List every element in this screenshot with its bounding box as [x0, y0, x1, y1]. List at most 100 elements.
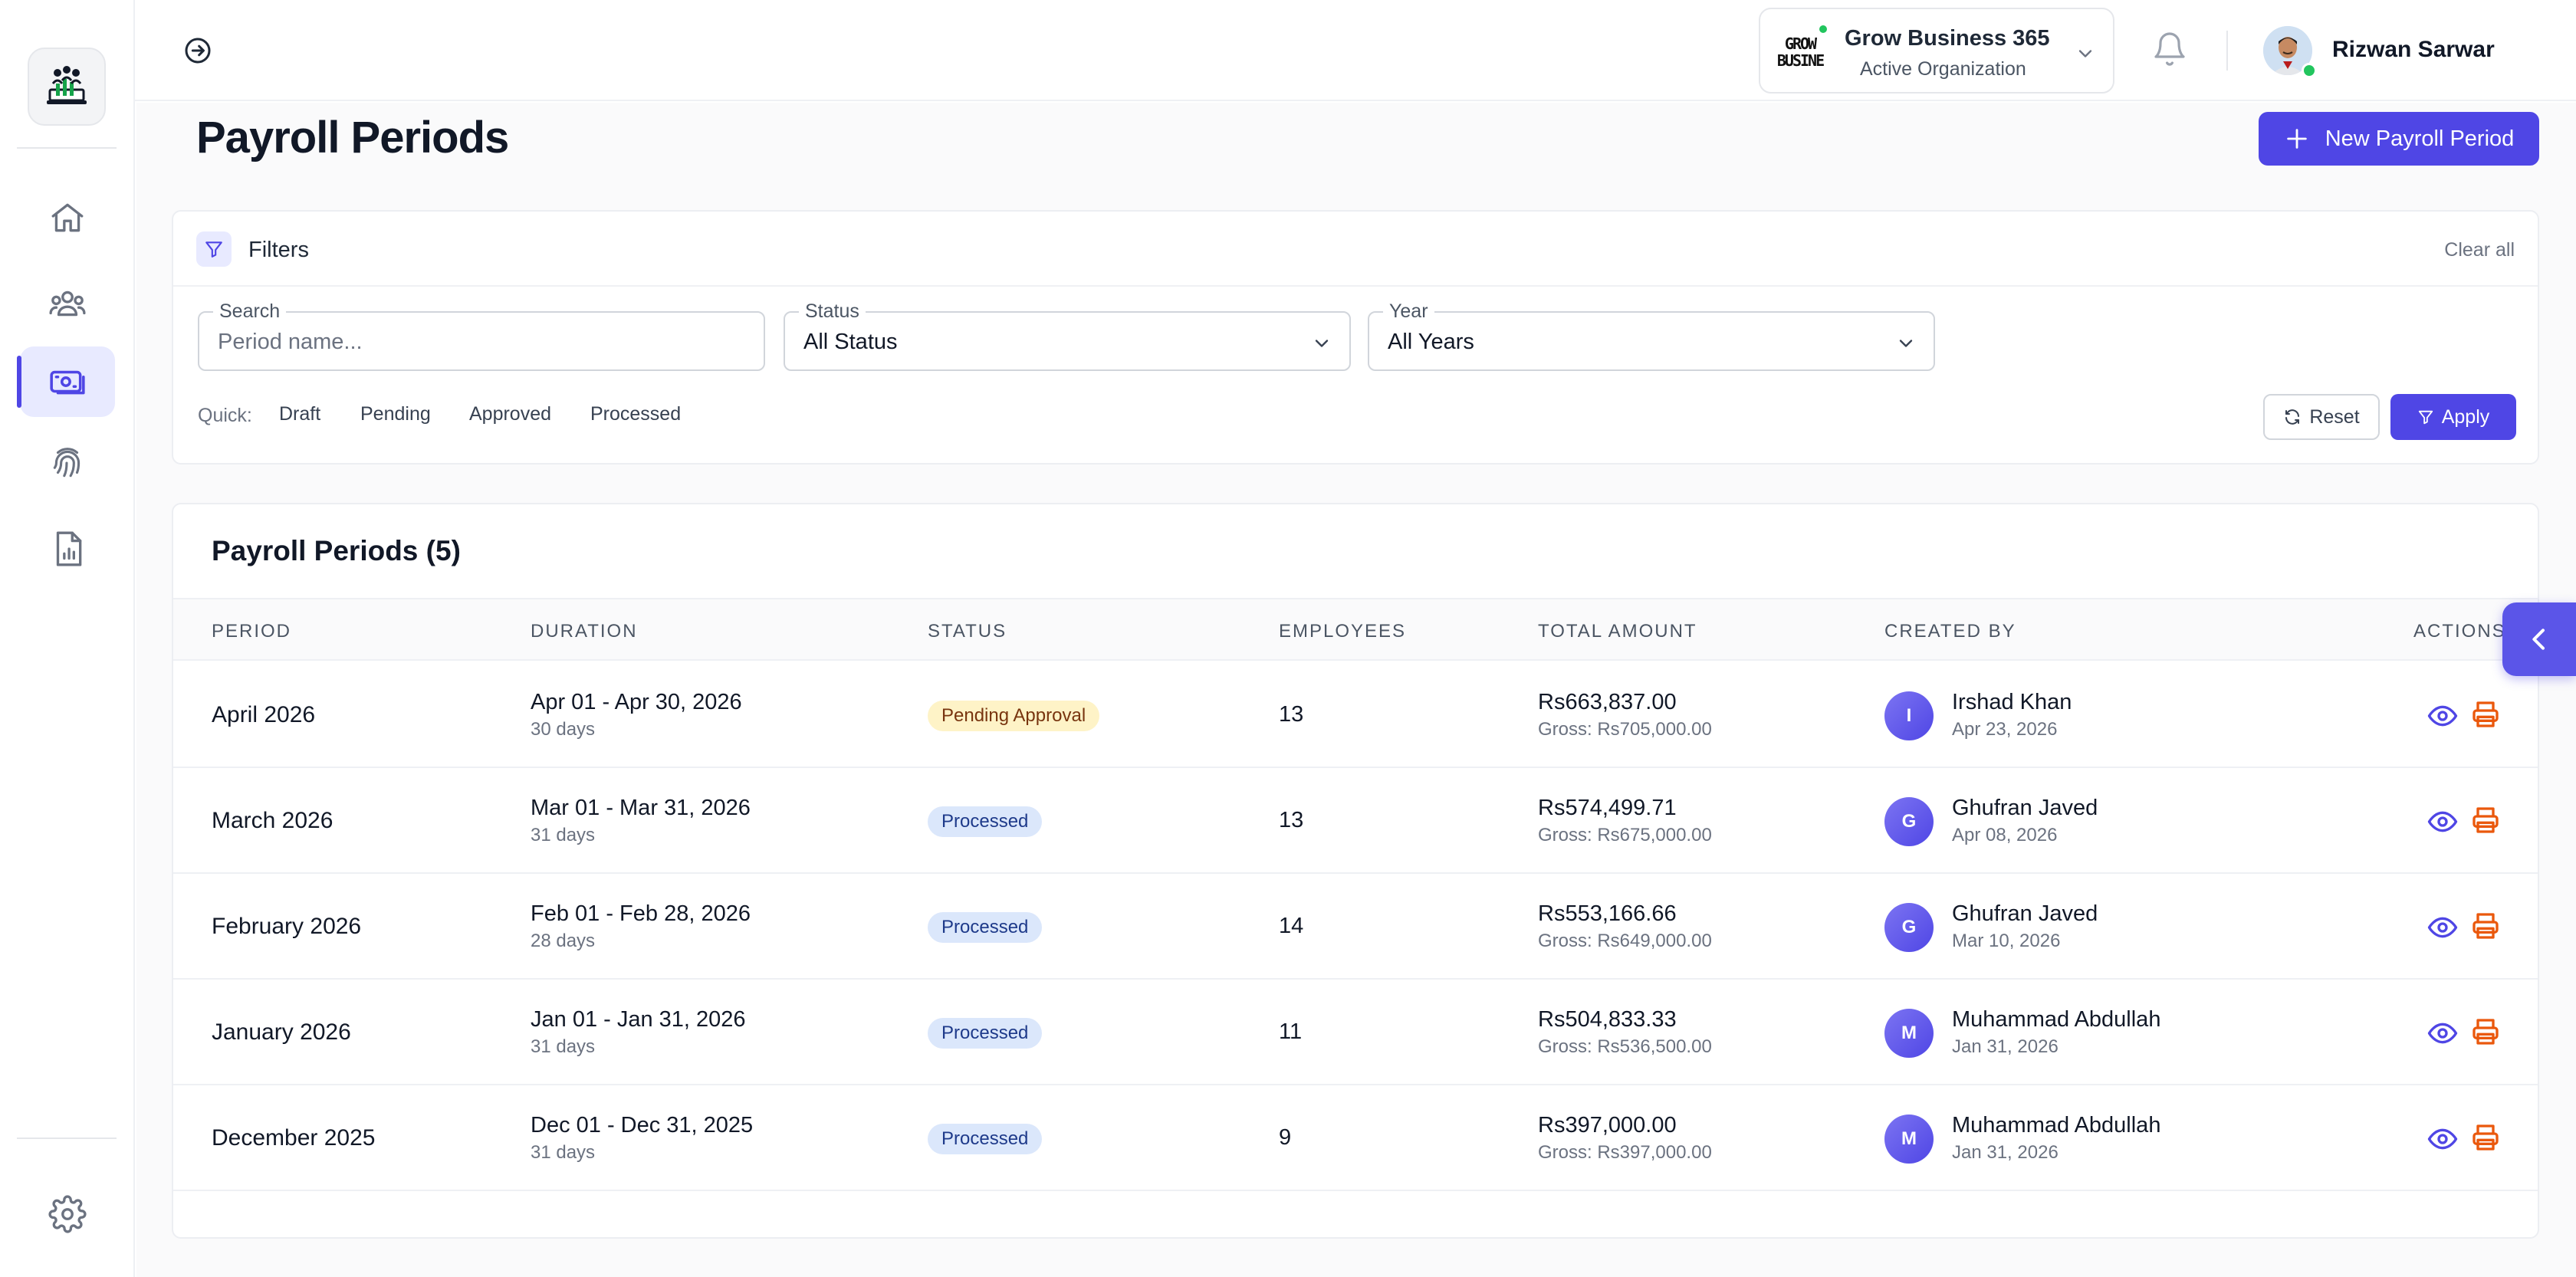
status-badge: Processed — [928, 806, 1043, 837]
created-date: Apr 23, 2026 — [1952, 719, 2058, 740]
organization-logo: GROW BUSINE — [1776, 28, 1825, 77]
status-select[interactable]: Status All Status — [784, 300, 1351, 371]
reset-button[interactable]: Reset — [2263, 394, 2380, 440]
topbar-divider — [2226, 31, 2228, 71]
table-row[interactable]: February 2026 Feb 01 - Feb 28, 2026 28 day… — [173, 874, 2538, 980]
app-logo-icon[interactable] — [28, 48, 106, 126]
period-days: 30 days — [531, 719, 596, 740]
period-name: December 2025 — [212, 1125, 376, 1151]
total-amount: Rs663,837.00 — [1538, 690, 1677, 714]
eye-icon[interactable] — [2427, 806, 2458, 837]
apply-label: Apply — [2441, 405, 2490, 428]
total-amount: Rs397,000.00 — [1538, 1113, 1677, 1137]
eye-icon[interactable] — [2427, 701, 2458, 731]
table-title: Payroll Periods (5) — [212, 535, 461, 566]
table-row[interactable]: January 2026 Jan 01 - Jan 31, 2026 31 days… — [173, 980, 2538, 1085]
sidebar-item-attendance[interactable] — [20, 428, 115, 498]
period-name: January 2026 — [212, 1019, 351, 1045]
employee-count: 13 — [1279, 808, 1304, 832]
new-payroll-period-label: New Payroll Period — [2325, 126, 2515, 151]
creator-avatar: M — [1884, 1009, 1934, 1058]
filter-icon — [2418, 410, 2433, 425]
creator-name: Muhammad Abdullah — [1952, 1007, 2161, 1032]
table-header: PERIOD DURATION STATUS EMPLOYEES TOTAL A… — [173, 598, 2538, 661]
period-days: 31 days — [531, 1036, 596, 1057]
sidebar-item-reports[interactable] — [20, 514, 115, 584]
sidebar-toggle-button[interactable] — [181, 34, 215, 67]
eye-icon[interactable] — [2427, 1124, 2458, 1154]
gross-amount: Gross: Rs649,000.00 — [1538, 931, 1712, 951]
organization-name: Grow Business 365 — [1845, 26, 2050, 51]
chevron-down-icon — [2078, 50, 2092, 57]
table-row[interactable]: December 2025 Dec 01 - Dec 31, 2025 31 day… — [173, 1085, 2538, 1191]
sidebar-item-employees[interactable] — [20, 268, 115, 339]
quick-filter-draft[interactable]: Draft — [279, 403, 321, 425]
new-payroll-period-button[interactable]: New Payroll Period — [2259, 112, 2539, 166]
year-select[interactable]: Year All Years — [1368, 300, 1935, 371]
sidebar-item-payroll[interactable] — [17, 346, 115, 417]
period-days: 28 days — [531, 931, 596, 951]
filters-title: Filters — [248, 238, 309, 262]
bell-icon[interactable] — [2151, 31, 2188, 67]
total-amount: Rs553,166.66 — [1538, 901, 1677, 926]
chevron-left-icon — [2532, 629, 2545, 650]
quick-label: Quick: — [198, 405, 252, 426]
created-date: Jan 31, 2026 — [1952, 1142, 2058, 1163]
refresh-icon — [2285, 409, 2300, 425]
users-icon — [49, 291, 86, 317]
total-amount: Rs504,833.33 — [1538, 1007, 1677, 1032]
table-row[interactable]: April 2026 Apr 01 - Apr 30, 2026 30 days Pe… — [173, 662, 2538, 768]
side-panel-toggle-button[interactable] — [2502, 602, 2576, 676]
status-badge: Processed — [928, 1124, 1043, 1154]
period-name: March 2026 — [212, 808, 334, 833]
column-header-employees: EMPLOYEES — [1279, 621, 1407, 642]
printer-icon[interactable] — [2470, 805, 2501, 835]
year-label: Year — [1383, 300, 1434, 323]
created-date: Apr 08, 2026 — [1952, 825, 2058, 845]
arrow-right-circle-icon — [185, 38, 211, 64]
quick-filter-processed[interactable]: Processed — [590, 403, 682, 425]
total-amount: Rs574,499.71 — [1538, 796, 1677, 820]
period-duration: Mar 01 - Mar 31, 2026 — [531, 796, 751, 820]
chevron-down-icon — [1315, 340, 1329, 347]
period-name: February 2026 — [212, 914, 362, 939]
sidebar-item-home[interactable] — [20, 182, 115, 253]
column-header-created-by: CREATED BY — [1884, 621, 2016, 642]
clear-all-link[interactable]: Clear all — [2444, 239, 2515, 261]
printer-icon[interactable] — [2470, 699, 2501, 730]
filter-icon — [196, 231, 232, 267]
money-icon — [50, 370, 85, 395]
sidebar-divider — [17, 1137, 117, 1139]
period-days: 31 days — [531, 825, 596, 845]
created-date: Mar 10, 2026 — [1952, 931, 2061, 951]
period-name: April 2026 — [212, 702, 316, 727]
report-icon — [56, 531, 82, 566]
employee-count: 14 — [1279, 914, 1304, 938]
eye-icon[interactable] — [2427, 912, 2458, 943]
column-header-status: STATUS — [928, 621, 1007, 642]
printer-icon[interactable] — [2470, 1016, 2501, 1047]
year-value: All Years — [1388, 330, 1474, 354]
eye-icon[interactable] — [2427, 1018, 2458, 1049]
quick-filter-approved[interactable]: Approved — [469, 403, 552, 425]
creator-avatar: M — [1884, 1115, 1934, 1164]
search-input[interactable]: Search Period name... — [198, 300, 765, 371]
status-badge: Processed — [928, 1018, 1043, 1049]
organization-switcher[interactable]: GROW BUSINE Grow Business 365 Active Orga… — [1759, 8, 2114, 94]
creator-name: Ghufran Javed — [1952, 796, 2098, 820]
table-row[interactable]: March 2026 Mar 01 - Mar 31, 2026 31 days Pr… — [173, 768, 2538, 874]
period-duration: Dec 01 - Dec 31, 2025 — [531, 1113, 754, 1137]
gross-amount: Gross: Rs397,000.00 — [1538, 1142, 1712, 1163]
fingerprint-icon — [53, 448, 80, 478]
filters-header: Filters Clear all — [173, 212, 2538, 287]
chevron-down-icon — [1899, 340, 1913, 347]
creator-name: Irshad Khan — [1952, 690, 2072, 714]
printer-icon[interactable] — [2470, 1122, 2501, 1153]
user-name[interactable]: Rizwan Sarwar — [2332, 37, 2495, 62]
apply-button[interactable]: Apply — [2390, 394, 2516, 440]
payroll-periods-table: Payroll Periods (5) PERIOD DURATION STAT… — [172, 503, 2539, 1239]
quick-filter-pending[interactable]: Pending — [360, 403, 431, 425]
column-header-total-amount: TOTAL AMOUNT — [1538, 621, 1697, 642]
sidebar-item-settings[interactable] — [20, 1179, 115, 1249]
printer-icon[interactable] — [2470, 911, 2501, 941]
